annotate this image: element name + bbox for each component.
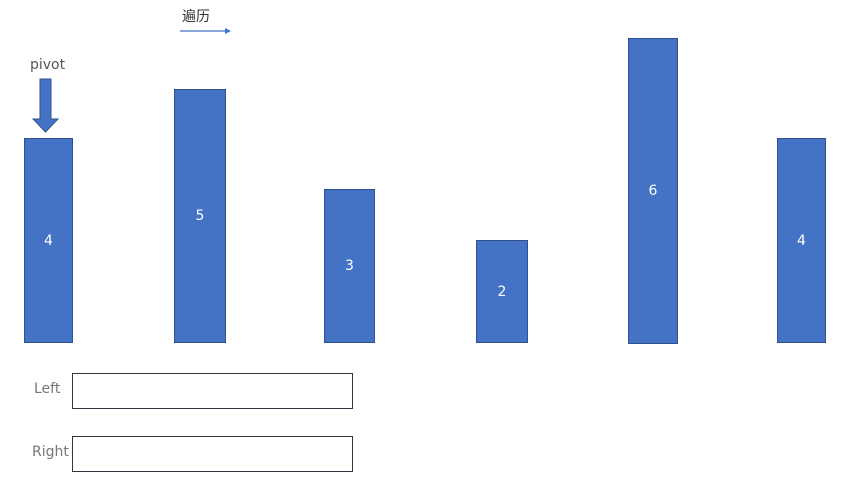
traverse-label: 遍历	[182, 9, 210, 25]
bar-2: 5	[174, 89, 226, 343]
bar-value: 5	[195, 208, 205, 224]
bar-6: 4	[777, 138, 826, 343]
right-row-box	[72, 436, 353, 472]
bar-value: 4	[44, 232, 53, 249]
traverse-arrow-icon	[180, 28, 231, 34]
pivot-label: pivot	[30, 57, 66, 73]
right-row-label: Right	[32, 444, 69, 460]
bar-value: 2	[497, 283, 507, 300]
bar-4: 2	[476, 240, 528, 343]
bar-value: 4	[797, 232, 806, 249]
left-row-label: Left	[34, 381, 61, 397]
left-row-box	[72, 373, 353, 409]
bar-3: 3	[324, 189, 375, 343]
bar-value: 6	[648, 183, 658, 199]
pivot-arrow-icon	[32, 78, 60, 133]
bar-5: 6	[628, 38, 678, 344]
bar-1: 4	[24, 138, 73, 343]
bar-value: 3	[345, 258, 354, 274]
